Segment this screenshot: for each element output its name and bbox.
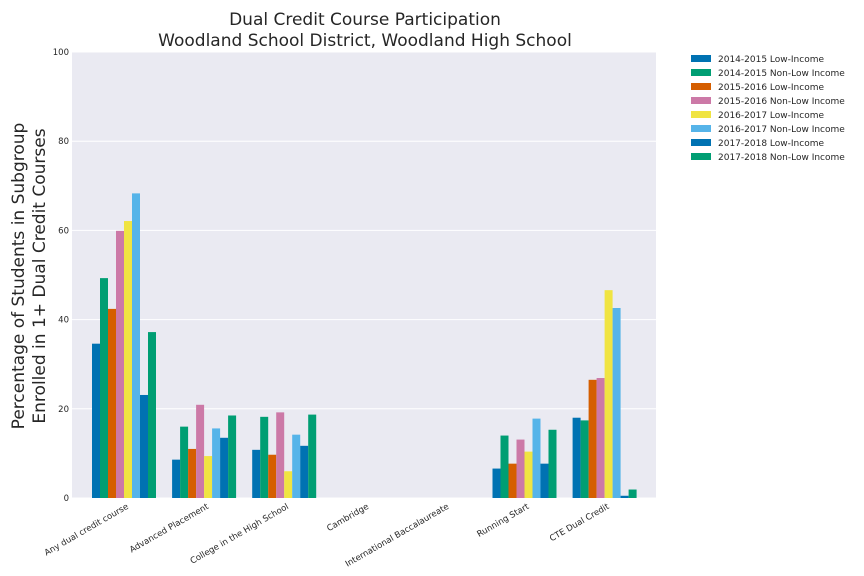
y-axis-label-line-2: Enrolled in 1+ Dual Credit Courses — [30, 128, 50, 423]
y-tick-label: 0 — [64, 494, 69, 504]
bar — [308, 414, 317, 498]
bar — [260, 416, 269, 498]
bar — [516, 439, 525, 498]
y-tick-label: 100 — [53, 48, 69, 58]
bar — [252, 449, 261, 498]
y-axis-label-line-1: Percentage of Students in Subgroup — [9, 123, 29, 430]
bar — [508, 463, 517, 498]
legend-swatch — [691, 69, 711, 76]
y-tick-label: 20 — [58, 405, 69, 415]
legend-label: 2014-2015 Non-Low Income — [718, 69, 845, 79]
legend-label: 2016-2017 Low-Income — [718, 111, 824, 121]
legend-label: 2017-2018 Low-Income — [718, 139, 824, 149]
bar — [116, 230, 124, 498]
bar — [604, 290, 613, 498]
bar — [588, 379, 597, 498]
legend-swatch — [691, 125, 711, 132]
bar — [524, 451, 533, 498]
bar — [196, 404, 205, 498]
bar — [620, 495, 629, 498]
bar — [572, 417, 581, 498]
bar — [172, 459, 181, 498]
bar — [140, 394, 148, 498]
bar — [92, 343, 100, 498]
legend-swatch — [691, 153, 711, 160]
legend-swatch — [691, 139, 711, 146]
legend-label: 2014-2015 Low-Income — [718, 55, 824, 65]
x-tick-label: Any dual credit course — [43, 502, 131, 558]
bar — [612, 308, 621, 498]
bar — [132, 193, 140, 498]
legend-label: 2017-2018 Non-Low Income — [718, 153, 845, 163]
bar — [548, 429, 557, 498]
bar — [532, 418, 541, 498]
legend-label: 2015-2016 Non-Low Income — [718, 97, 845, 107]
x-tick-label: CTE Dual Credit — [548, 502, 612, 544]
legend-swatch — [691, 55, 711, 62]
bar — [220, 437, 229, 498]
bar — [580, 420, 589, 498]
bar — [284, 471, 293, 498]
legend: 2014-2015 Low-Income 2014-2015 Non-Low In… — [691, 55, 845, 163]
x-tick-label: Running Start — [476, 502, 532, 540]
legend-swatch — [691, 97, 711, 104]
chart-title-line-2: Woodland School District, Woodland High … — [158, 31, 572, 51]
legend-label: 2015-2016 Low-Income — [718, 83, 824, 93]
y-tick-label: 40 — [58, 316, 69, 326]
bar — [212, 428, 221, 498]
bar — [292, 434, 301, 498]
bar — [596, 378, 605, 498]
legend-swatch — [691, 83, 711, 90]
bar — [228, 415, 237, 498]
legend-swatch — [691, 111, 711, 118]
bar — [204, 456, 213, 498]
bar — [268, 454, 277, 498]
x-tick-label: Advanced Placement — [128, 502, 211, 556]
bar — [540, 463, 549, 498]
bar — [124, 221, 132, 498]
bars — [92, 193, 637, 498]
gridlines — [72, 51, 656, 499]
legend-label: 2016-2017 Non-Low Income — [718, 125, 845, 135]
y-tick-labels: 0 20 40 60 80 100 — [53, 48, 69, 504]
x-tick-label: Cambridge — [325, 502, 370, 534]
bar — [628, 489, 637, 498]
bar — [276, 412, 285, 498]
bar — [108, 308, 116, 498]
bar — [148, 332, 156, 498]
plot-area — [72, 52, 656, 498]
bar — [188, 448, 197, 498]
chart-title-line-1: Dual Credit Course Participation — [229, 10, 501, 30]
bar — [300, 445, 309, 498]
y-tick-label: 60 — [58, 226, 69, 236]
bar — [100, 278, 108, 498]
bar — [180, 426, 189, 498]
bar — [492, 468, 501, 498]
y-tick-label: 80 — [58, 137, 69, 147]
bar — [500, 435, 509, 498]
